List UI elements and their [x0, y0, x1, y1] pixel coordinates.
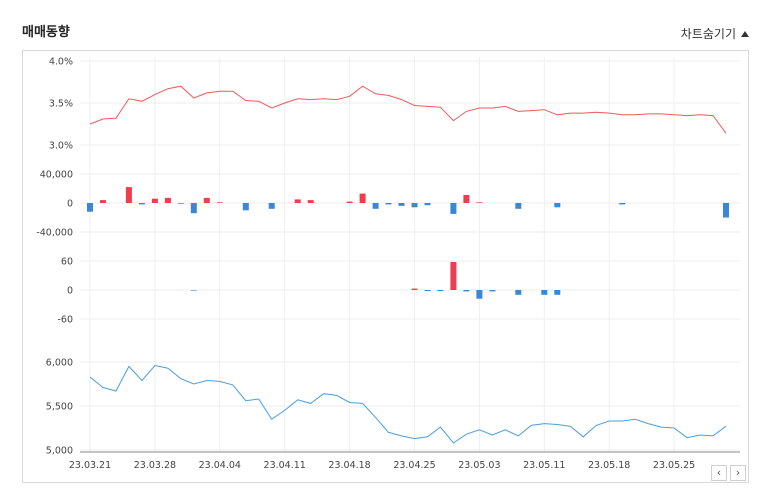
- bar: [554, 290, 561, 295]
- bar: [723, 203, 729, 218]
- bar: [372, 203, 379, 209]
- y-tick-label: 40,000: [40, 170, 73, 181]
- chart-frame: [22, 50, 749, 483]
- prev-button[interactable]: ‹: [711, 465, 727, 481]
- price-line: [89, 364, 727, 444]
- bar: [476, 290, 483, 299]
- bar: [190, 203, 197, 214]
- x-tick-label: 23.05.11: [523, 460, 565, 471]
- x-tick-label: 23.04.11: [264, 460, 306, 471]
- bar: [125, 187, 132, 203]
- bar: [463, 195, 470, 203]
- rate-line: [89, 85, 727, 134]
- x-tick-label: 23.04.04: [199, 460, 241, 471]
- bar: [359, 193, 366, 203]
- y-tick-label: 4.0%: [49, 57, 73, 68]
- bar: [424, 203, 431, 206]
- bar: [411, 288, 418, 290]
- bar: [294, 199, 301, 203]
- x-tick-label: 23.04.18: [328, 460, 370, 471]
- bar: [476, 202, 483, 203]
- x-tick-label: 23.05.25: [653, 460, 695, 471]
- bar: [307, 200, 314, 203]
- bar: [463, 290, 470, 292]
- hide-chart-label: 차트숨기기: [680, 27, 736, 41]
- bar: [346, 201, 353, 203]
- y-tick-label: 5,500: [46, 402, 73, 413]
- bar: [385, 203, 392, 205]
- y-tick-label: 6,000: [46, 358, 73, 369]
- bar: [190, 290, 197, 291]
- next-button[interactable]: ›: [730, 465, 746, 481]
- bar: [164, 197, 171, 203]
- bar: [450, 203, 457, 214]
- bar: [242, 203, 249, 211]
- x-tick-label: 23.05.03: [458, 460, 500, 471]
- y-tick-label: 3.0%: [49, 141, 73, 152]
- y-tick-label: 0: [67, 199, 73, 210]
- bar: [268, 203, 275, 209]
- y-tick-label: -40,000: [36, 228, 73, 239]
- bar: [424, 290, 431, 291]
- y-tick-label: 60: [61, 257, 73, 268]
- bar: [619, 203, 626, 205]
- bar: [87, 203, 93, 212]
- x-tick-label: 23.04.25: [393, 460, 435, 471]
- x-tick-label: 23.03.28: [134, 460, 176, 471]
- y-tick-label: -60: [57, 315, 73, 326]
- bar: [411, 203, 418, 208]
- bar: [177, 203, 184, 204]
- x-tick-label: 23.03.21: [69, 460, 111, 471]
- bar: [515, 290, 522, 295]
- bar: [398, 203, 405, 206]
- y-tick-label: 5,000: [46, 446, 73, 457]
- page-title: 매매동향: [22, 25, 70, 40]
- bar: [138, 203, 145, 205]
- bar: [216, 202, 223, 203]
- bar: [151, 198, 158, 203]
- bar: [450, 262, 457, 290]
- bar: [489, 290, 496, 292]
- bar: [554, 203, 561, 208]
- y-tick-label: 0: [67, 286, 73, 297]
- bar: [515, 203, 522, 209]
- bar: [541, 290, 548, 295]
- y-tick-label: 3.5%: [49, 99, 73, 110]
- bar: [100, 200, 106, 203]
- x-tick-label: 23.05.18: [588, 460, 630, 471]
- hide-chart-toggle[interactable]: 차트숨기기: [681, 25, 749, 42]
- bar: [437, 290, 444, 291]
- bar: [203, 197, 210, 203]
- caret-up-icon: [741, 30, 749, 37]
